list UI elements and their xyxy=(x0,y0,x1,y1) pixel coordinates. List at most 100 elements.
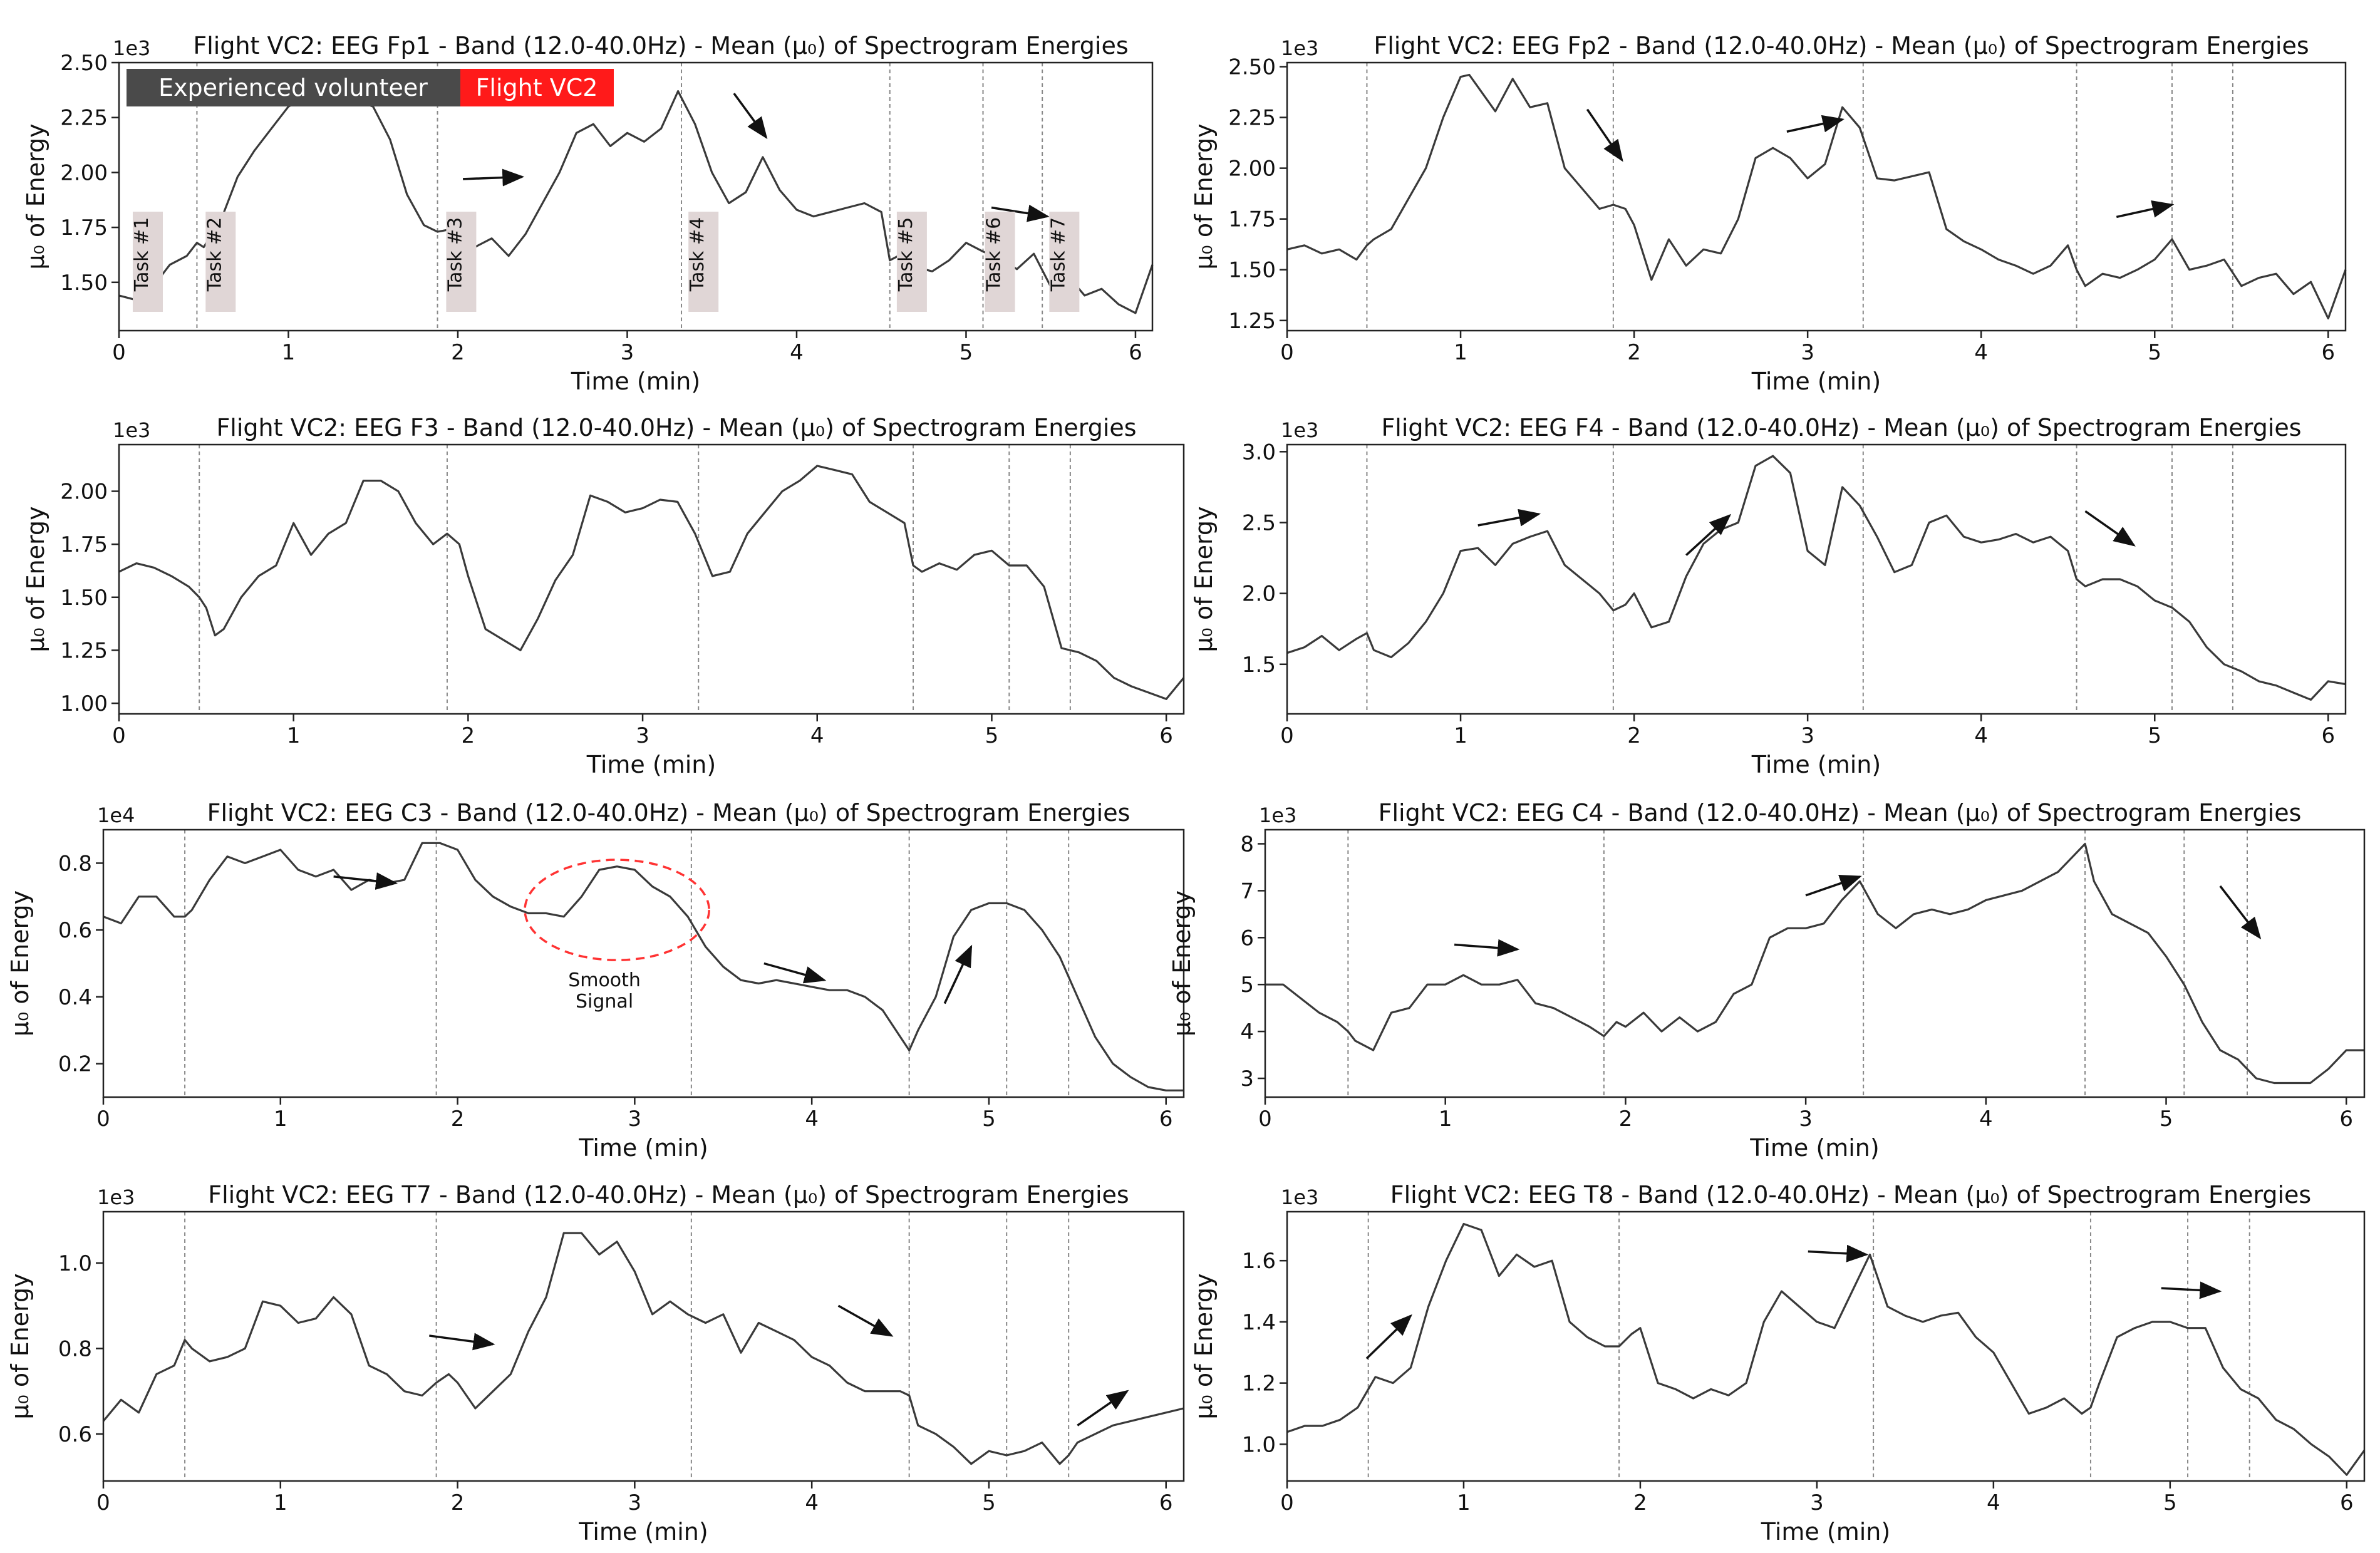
series-line xyxy=(102,1232,1184,1465)
y-tick-label: 1.50 xyxy=(1228,258,1276,283)
chart-panel-8: Flight VC2: EEG T8 - Band (12.0-40.0Hz) … xyxy=(1190,1181,2366,1545)
x-tick-label: 3 xyxy=(636,723,649,748)
chart-panel-1: Flight VC2: EEG Fp1 - Band (12.0-40.0Hz)… xyxy=(22,32,1154,395)
x-tick-label: 5 xyxy=(982,1490,996,1515)
plot-frame xyxy=(1286,1210,2366,1482)
x-tick-label: 6 xyxy=(1159,723,1173,748)
x-axis-label: Time (min) xyxy=(1751,368,1881,395)
task-label: Task #2 xyxy=(204,217,225,292)
plot-frame xyxy=(1286,443,2347,715)
series-line xyxy=(1286,455,2346,701)
y-tick-label: 1.75 xyxy=(60,215,108,240)
axis-multiplier-label: 1e3 xyxy=(1281,1185,1318,1209)
chart-panel-2: Flight VC2: EEG Fp2 - Band (12.0-40.0Hz)… xyxy=(1190,32,2347,395)
plot-frame xyxy=(118,443,1185,715)
x-tick-label: 1 xyxy=(1457,1490,1471,1515)
x-tick-label: 2 xyxy=(1627,723,1641,748)
y-tick-label: 2.5 xyxy=(1242,510,1276,535)
chart-title: Flight VC2: EEG Fp2 - Band (12.0-40.0Hz)… xyxy=(1374,32,2309,59)
x-tick-label: 4 xyxy=(805,1107,819,1132)
y-tick-label: 3.0 xyxy=(1242,440,1276,465)
x-tick-label: 4 xyxy=(1974,340,1988,365)
trend-arrow xyxy=(2084,510,2136,547)
trend-arrow xyxy=(2161,1281,2222,1299)
trend-arrow xyxy=(1685,513,1732,556)
y-tick-label: 0.8 xyxy=(58,851,92,876)
axis-multiplier-label: 1e3 xyxy=(113,36,150,60)
y-axis-label: μ₀ of Energy xyxy=(6,1273,34,1419)
y-tick-label: 1.5 xyxy=(1242,653,1276,678)
trend-arrow xyxy=(1805,875,1862,897)
y-tick-label: 2.50 xyxy=(1228,54,1276,80)
task-label: Task #4 xyxy=(686,217,708,292)
x-tick-label: 5 xyxy=(2163,1490,2177,1515)
x-tick-label: 3 xyxy=(621,340,634,365)
y-tick-label: 1.25 xyxy=(1228,309,1276,334)
x-tick-label: 0 xyxy=(112,723,126,748)
chart-panel-3: Flight VC2: EEG F3 - Band (12.0-40.0Hz) … xyxy=(22,414,1185,778)
chart-panel-7: Flight VC2: EEG T7 - Band (12.0-40.0Hz) … xyxy=(6,1181,1185,1545)
task-label-box xyxy=(132,212,163,312)
trend-arrow xyxy=(943,944,973,1004)
x-tick-label: 6 xyxy=(2340,1490,2354,1515)
y-axis-label: μ₀ of Energy xyxy=(1190,506,1218,652)
y-tick-label: 0.2 xyxy=(58,1052,92,1077)
chart-title: Flight VC2: EEG Fp1 - Band (12.0-40.0Hz)… xyxy=(193,32,1128,59)
y-axis-label: μ₀ of Energy xyxy=(22,506,49,652)
y-tick-label: 0.8 xyxy=(58,1336,92,1361)
y-tick-label: 5 xyxy=(1240,973,1254,998)
plot-frame xyxy=(1264,828,2366,1098)
x-tick-label: 1 xyxy=(274,1107,287,1132)
x-tick-label: 2 xyxy=(1627,340,1641,365)
series-line xyxy=(118,465,1185,700)
x-tick-label: 6 xyxy=(1129,340,1142,365)
chart-panel-4: Flight VC2: EEG F4 - Band (12.0-40.0Hz) … xyxy=(1190,414,2347,778)
y-tick-label: 2.00 xyxy=(60,160,108,185)
series-line xyxy=(1286,73,2347,320)
y-tick-label: 1.0 xyxy=(1242,1432,1276,1457)
task-label-box xyxy=(446,212,477,312)
plot-frame xyxy=(1286,61,2347,332)
series-line xyxy=(1265,842,2364,1085)
x-tick-label: 5 xyxy=(982,1107,996,1132)
x-tick-label: 4 xyxy=(805,1490,819,1515)
x-tick-label: 6 xyxy=(2339,1107,2353,1132)
y-tick-label: 2.00 xyxy=(1228,157,1276,182)
trend-arrow xyxy=(837,1304,894,1337)
legend-flight-label: Flight VC2 xyxy=(476,74,598,101)
trend-arrow xyxy=(333,872,398,890)
trend-arrow xyxy=(1077,1390,1129,1427)
task-label-box xyxy=(1049,212,1080,312)
y-tick-label: 8 xyxy=(1240,832,1254,857)
x-tick-label: 5 xyxy=(2148,340,2161,365)
x-tick-label: 1 xyxy=(274,1490,287,1515)
x-tick-label: 4 xyxy=(1987,1490,2000,1515)
y-tick-label: 2.50 xyxy=(60,51,108,76)
x-tick-label: 1 xyxy=(287,723,301,748)
y-tick-label: 2.25 xyxy=(1228,106,1276,131)
task-label-box xyxy=(896,212,927,312)
task-label: Task #7 xyxy=(1047,217,1069,292)
y-tick-label: 1.2 xyxy=(1242,1371,1276,1396)
x-tick-label: 2 xyxy=(1619,1107,1633,1132)
y-axis-label: μ₀ of Energy xyxy=(1190,123,1218,269)
x-tick-label: 5 xyxy=(2148,723,2161,748)
y-tick-label: 1.6 xyxy=(1242,1249,1276,1274)
chart-title: Flight VC2: EEG C3 - Band (12.0-40.0Hz) … xyxy=(207,799,1130,827)
chart-panel-5: Flight VC2: EEG C3 - Band (12.0-40.0Hz) … xyxy=(6,799,1185,1162)
trend-arrow xyxy=(1477,508,1541,527)
series-line xyxy=(118,88,1154,314)
task-label-box xyxy=(985,212,1015,312)
x-tick-label: 3 xyxy=(628,1107,642,1132)
x-tick-label: 4 xyxy=(1974,723,1988,748)
y-tick-label: 2.00 xyxy=(60,479,108,504)
x-tick-label: 5 xyxy=(2160,1107,2173,1132)
x-tick-label: 6 xyxy=(2321,340,2335,365)
x-tick-label: 5 xyxy=(985,723,999,748)
x-axis-label: Time (min) xyxy=(578,1134,708,1162)
y-tick-label: 1.50 xyxy=(60,586,108,611)
y-tick-label: 0.6 xyxy=(58,918,92,943)
trend-arrow xyxy=(1786,115,1844,133)
y-tick-label: 0.4 xyxy=(58,985,92,1010)
smooth-signal-label: Smooth xyxy=(568,969,641,991)
